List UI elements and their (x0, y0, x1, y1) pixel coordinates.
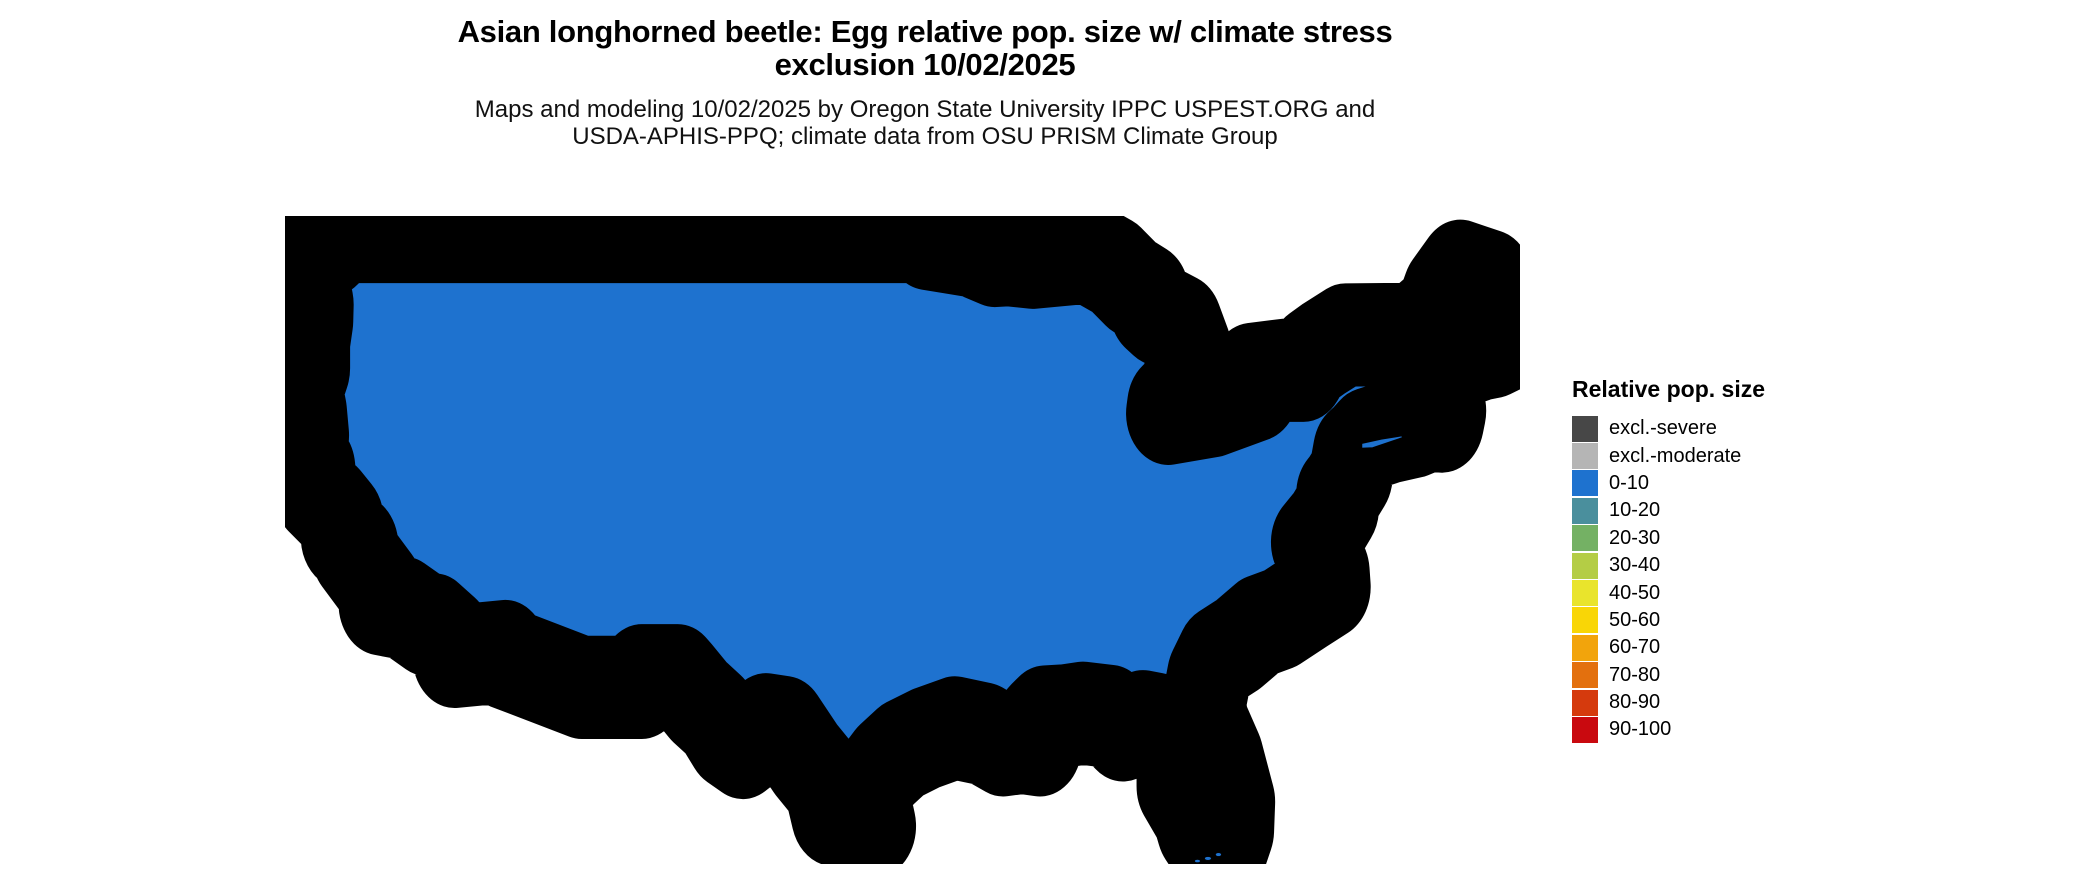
legend-color-swatch (1572, 716, 1598, 743)
legend-color-swatch (1572, 497, 1598, 524)
map-title-line1: Asian longhorned beetle: Egg relative po… (457, 14, 1393, 49)
legend-color-swatch (1572, 689, 1598, 716)
legend-entry-label: 90-100 (1609, 718, 1672, 741)
long-island (1361, 435, 1403, 448)
legend-entry-label: 40-50 (1609, 581, 1661, 604)
legend-entry: 60-70 (1572, 634, 1832, 661)
map-subtitle: Maps and modeling 10/02/2025 by Oregon S… (295, 96, 1555, 151)
legend-entry: 30-40 (1572, 552, 1832, 579)
map-header: Asian longhorned beetle: Egg relative po… (295, 14, 1555, 151)
legend-entry: 90-100 (1572, 716, 1832, 743)
legend-entry: excl.-severe (1572, 415, 1832, 442)
legend-color-swatch (1572, 662, 1598, 689)
legend-entry-label: 20-30 (1609, 526, 1661, 549)
map-title-line2: exclusion 10/02/2025 (774, 46, 1076, 82)
legend-entry-label: excl.-severe (1609, 417, 1717, 440)
legend-entry-label: 10-20 (1609, 499, 1661, 522)
legend-color-swatch (1572, 525, 1598, 552)
legend-entry: 20-30 (1572, 525, 1832, 552)
legend-entry-label: 30-40 (1609, 554, 1661, 577)
us-map (285, 216, 1520, 864)
legend: Relative pop. size excl.-severe excl.-mo… (1572, 376, 1832, 744)
legend-color-swatch (1572, 580, 1598, 607)
legend-entry: excl.-moderate (1572, 442, 1832, 470)
legend-color-swatch (1572, 552, 1598, 579)
conus-land (296, 216, 1508, 863)
legend-entry: 0-10 (1572, 470, 1832, 497)
map-subtitle-line2: USDA-APHIS-PPQ; climate data from OSU PR… (572, 122, 1278, 150)
legend-color-swatch (1572, 443, 1598, 470)
florida-keys (1194, 852, 1222, 863)
map-subtitle-line1: Maps and modeling 10/02/2025 by Oregon S… (474, 96, 1376, 124)
legend-title: Relative pop. size (1572, 376, 1766, 402)
legend-color-swatch (1572, 415, 1598, 442)
legend-entry-label: 80-90 (1609, 691, 1661, 714)
legend-entry-label: 0-10 (1609, 471, 1650, 494)
us-map-svg (285, 216, 1520, 864)
state-borders (296, 222, 1508, 863)
map-title: Asian longhorned beetle: Egg relative po… (295, 14, 1555, 82)
legend-entry: 50-60 (1572, 607, 1832, 634)
puget-sound (333, 239, 348, 280)
legend-color-swatch (1572, 634, 1598, 661)
legend-entries: excl.-severe excl.-moderate 0-10 10-20 2… (1572, 415, 1832, 744)
legend-entry: 70-80 (1572, 662, 1832, 689)
legend-entry: 40-50 (1572, 579, 1832, 607)
legend-color-swatch (1572, 607, 1598, 634)
legend-entry-label: 50-60 (1609, 608, 1661, 631)
legend-entry-label: excl.-moderate (1609, 444, 1742, 467)
legend-color-swatch (1572, 470, 1598, 497)
legend-entry-label: 60-70 (1609, 636, 1661, 659)
legend-entry: 80-90 (1572, 689, 1832, 716)
legend-entry-label: 70-80 (1609, 663, 1661, 686)
legend-entry: 10-20 (1572, 497, 1832, 524)
